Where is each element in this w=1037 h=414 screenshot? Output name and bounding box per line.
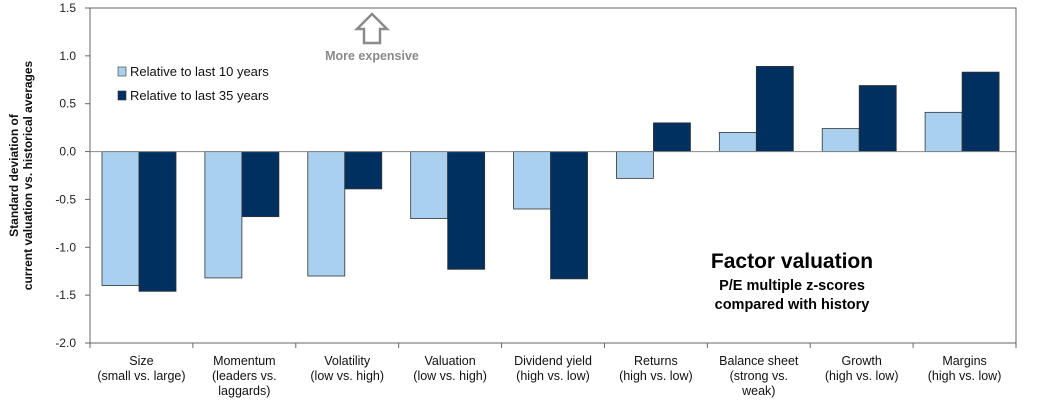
- category-labels: Size (small vs. large) Momentum (leaders vs…: [97, 354, 1001, 398]
- legend-swatch: [117, 66, 127, 77]
- category-label: Size (small vs. large): [97, 354, 185, 383]
- y-tick-label: 0.5: [59, 97, 76, 111]
- y-tick-label: -0.5: [55, 192, 76, 206]
- bar-10y: [821, 128, 860, 152]
- bar-10y: [513, 151, 551, 210]
- category-label: Returns (high vs. low): [619, 354, 693, 383]
- bar-10y: [924, 111, 963, 152]
- bar-35y: [858, 85, 897, 152]
- annotation-text: More expensive: [325, 49, 419, 63]
- legend-swatch: [117, 90, 127, 101]
- x-axis-ticks: [89, 343, 1017, 348]
- chart-title-block: Factor valuation P/E multiple z-scores c…: [711, 250, 873, 313]
- bar-35y: [241, 151, 280, 218]
- category-label: Dividend yield (high vs. low): [514, 354, 592, 383]
- more-expensive-annotation: More expensive: [325, 12, 419, 63]
- y-tick-label: 0.0: [59, 145, 76, 159]
- bar-35y: [961, 71, 1000, 152]
- category-label: Growth (high vs. low): [825, 354, 899, 383]
- bar-35y: [138, 151, 177, 292]
- up-arrow-icon: [353, 12, 391, 45]
- chart-subtitle-line-1: P/E multiple z-scores: [719, 278, 865, 294]
- y-tick-label: -1.5: [55, 288, 76, 302]
- plot-frame: [89, 7, 1017, 344]
- y-tick-label: 1.5: [59, 1, 76, 15]
- y-tick-label: -1.0: [55, 240, 76, 254]
- chart-title: Factor valuation: [711, 250, 873, 273]
- bar-10y: [410, 151, 449, 219]
- bar-10y: [616, 151, 654, 179]
- bar-10y: [101, 151, 140, 286]
- y-tick-label: 1.0: [59, 49, 76, 63]
- category-label: Valuation (low vs. high): [413, 354, 487, 383]
- bars: [101, 65, 1000, 292]
- bar-35y: [447, 151, 486, 270]
- y-axis-title: Standard deviation ofcurrent valuation v…: [7, 60, 35, 290]
- y-axis-label: Standard deviation ofcurrent valuation v…: [7, 60, 35, 290]
- bar-35y: [344, 151, 383, 190]
- legend-label: Relative to last 35 years: [130, 88, 269, 103]
- y-axis-ticks: 1.5 1.0 0.5 0.0 -0.5 -1.0 -1.5 -2.0: [55, 1, 90, 350]
- bar-10y: [204, 151, 243, 279]
- category-label: Balance sheet (strong vs. weak): [719, 354, 799, 398]
- category-label: Momentum (leaders vs. laggards): [212, 354, 277, 398]
- bar-35y: [653, 122, 691, 152]
- plot-area: 1.5 1.0 0.5 0.0 -0.5 -1.0 -1.5 -2.0: [55, 1, 1017, 350]
- category-label: Margins (high vs. low): [928, 354, 1002, 383]
- legend: Relative to last 10 years Relative to las…: [117, 64, 269, 103]
- bar-35y: [550, 151, 588, 280]
- category-label: Volatility (low vs. high): [310, 354, 384, 383]
- chart-subtitle-line-2: compared with history: [715, 297, 870, 313]
- bar-10y: [718, 132, 757, 152]
- bar-10y: [307, 151, 346, 277]
- y-tick-label: -2.0: [55, 336, 76, 350]
- legend-label: Relative to last 10 years: [130, 64, 269, 79]
- bar-35y: [755, 65, 794, 152]
